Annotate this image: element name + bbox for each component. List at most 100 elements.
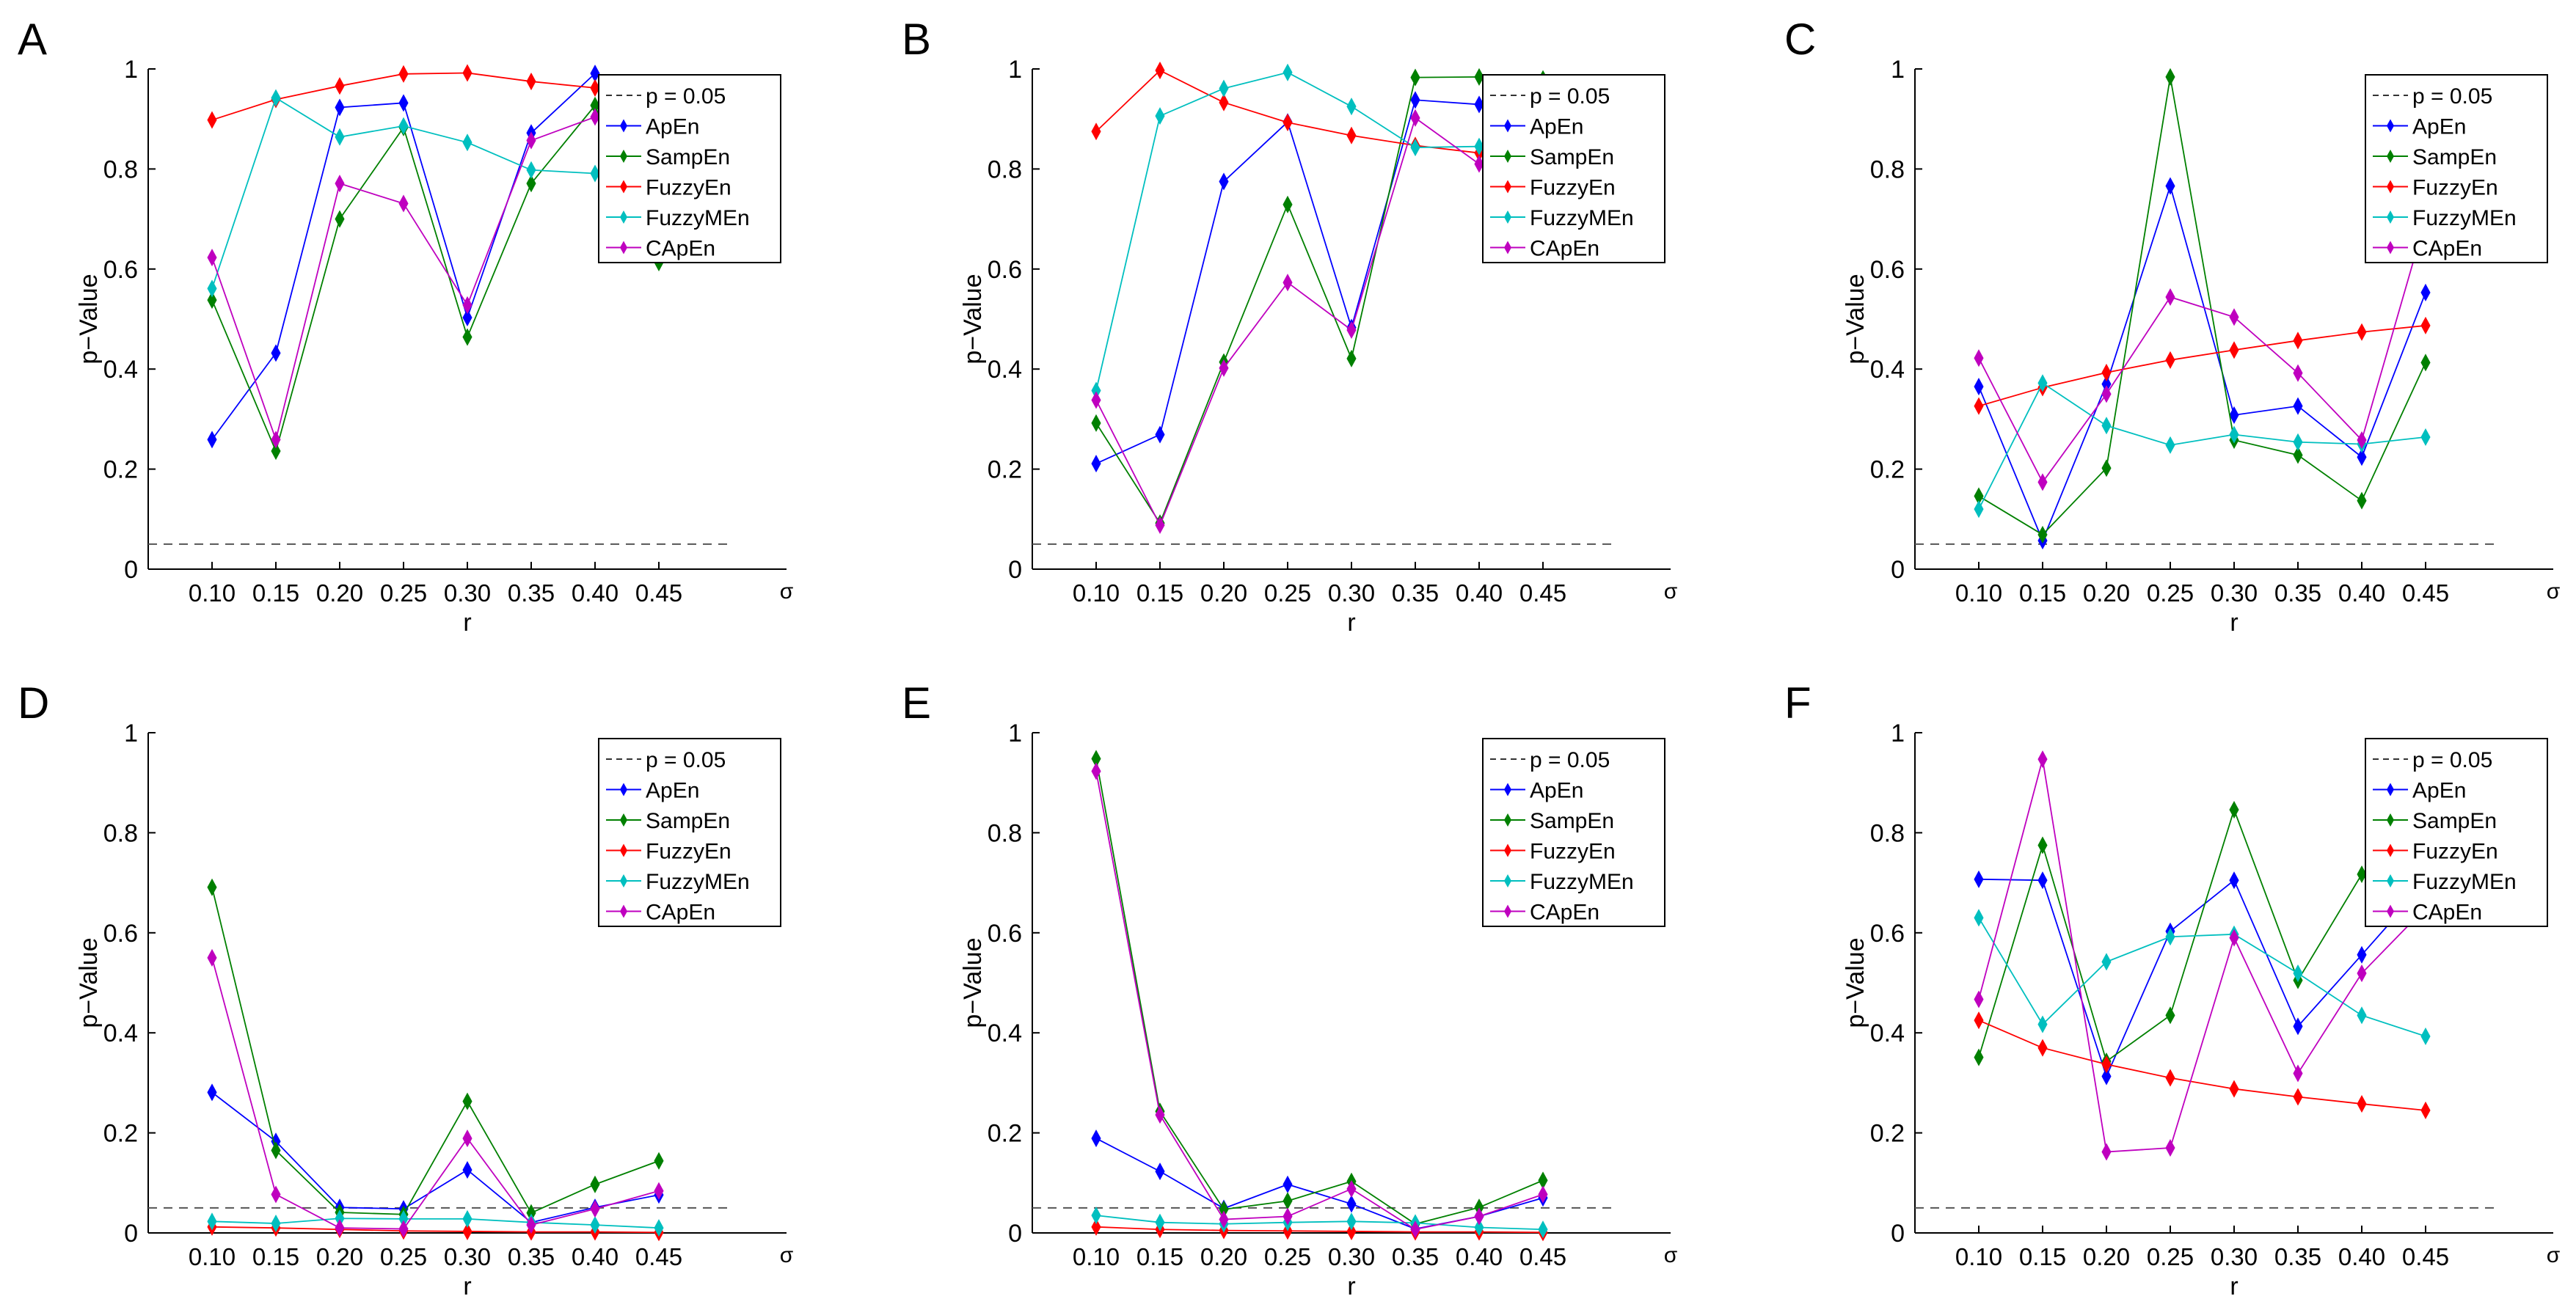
- data-point-marker: [335, 175, 345, 193]
- data-point-marker: [2293, 1017, 2303, 1036]
- x-tick-label: 0.15: [252, 579, 299, 607]
- x-tick-label: 0.15: [1136, 1243, 1183, 1270]
- data-point-marker: [1282, 1175, 1293, 1193]
- legend-threshold-label: p = 0.05: [1530, 748, 1610, 772]
- legend-swatch-marker: [2387, 210, 2394, 224]
- data-point-marker: [207, 279, 217, 298]
- data-point-marker: [2293, 964, 2303, 983]
- x-tick-label: 0.45: [2402, 579, 2449, 607]
- data-point-marker: [335, 128, 345, 146]
- data-point-marker: [1091, 414, 1101, 432]
- x-axis-title: r: [1347, 1273, 1355, 1300]
- x-tick-label: 0.15: [2019, 579, 2066, 607]
- data-point-marker: [2357, 964, 2367, 983]
- series-line: [1095, 1215, 1544, 1231]
- data-point-marker: [2293, 364, 2303, 382]
- legend-label: FuzzyEn: [646, 840, 731, 864]
- legend-label: CApEn: [2412, 901, 2482, 925]
- data-point-marker: [1282, 1207, 1293, 1226]
- series-line: [211, 887, 660, 1215]
- series-line: [1095, 117, 1544, 527]
- legend-label: CApEn: [1530, 237, 1599, 261]
- series-line: [1978, 76, 2426, 536]
- data-point-marker: [1538, 1220, 1548, 1239]
- x-tick-label: 0.25: [380, 579, 427, 607]
- legend-swatch-marker: [1504, 813, 1511, 827]
- legend-swatch-marker: [1504, 843, 1511, 857]
- data-point-marker: [462, 1092, 472, 1110]
- data-point-marker: [590, 1175, 600, 1193]
- sigma-label: σ: [1664, 579, 1678, 604]
- data-point-marker: [1346, 98, 1357, 116]
- x-tick-label: 0.20: [2083, 1243, 2130, 1270]
- data-point-marker: [1974, 1011, 1984, 1030]
- x-tick-label: 0.10: [189, 579, 236, 607]
- legend-label: FuzzyEn: [1530, 840, 1616, 864]
- series-line: [211, 957, 660, 1230]
- x-axis-title: r: [1347, 609, 1355, 637]
- data-point-marker: [2165, 436, 2175, 454]
- y-tick-label: 0.6: [103, 920, 138, 948]
- x-tick-label: 0.30: [1328, 1243, 1375, 1270]
- series-line: [1978, 808, 2426, 1063]
- data-point-marker: [271, 1185, 281, 1204]
- data-point-marker: [526, 175, 536, 193]
- legend-swatch-marker: [2387, 241, 2394, 255]
- legend-swatch-marker: [620, 210, 627, 224]
- series-sampen: [1974, 67, 2431, 543]
- legend-threshold-label: p = 0.05: [646, 84, 726, 109]
- data-point-marker: [1974, 500, 1984, 519]
- data-point-marker: [1091, 1218, 1101, 1236]
- data-point-marker: [2165, 177, 2175, 195]
- y-tick-label: 0.2: [103, 456, 138, 484]
- legend-threshold-label: p = 0.05: [646, 748, 726, 772]
- data-point-marker: [1974, 349, 1984, 367]
- legend: p = 0.05 ApEn SampEn FuzzyEn FuzzyMEn CApEn: [2365, 74, 2548, 263]
- data-point-marker: [2037, 1039, 2048, 1057]
- data-point-marker: [1155, 1106, 1165, 1124]
- series-capen: [207, 948, 664, 1238]
- data-point-marker: [2229, 871, 2239, 890]
- data-point-marker: [526, 131, 536, 150]
- legend-swatch-marker: [2387, 843, 2394, 857]
- x-tick-label: 0.10: [1955, 1243, 2002, 1270]
- legend-swatch-marker: [1504, 783, 1511, 797]
- legend: p = 0.05 ApEn SampEn FuzzyEn FuzzyMEn CApEn: [1482, 74, 1665, 263]
- legend-label: CApEn: [646, 237, 715, 261]
- y-tick-label: 0.8: [1870, 819, 1905, 847]
- y-tick-label: 1: [1008, 56, 1022, 84]
- series-line: [1095, 76, 1544, 525]
- series-line: [211, 1218, 660, 1229]
- y-tick-label: 0.2: [103, 1120, 138, 1148]
- sigma-label: σ: [780, 1243, 794, 1267]
- y-tick-label: 0: [1008, 1220, 1022, 1248]
- y-tick-label: 1: [1891, 720, 1905, 747]
- y-axis-title: p−Value: [75, 274, 103, 364]
- x-tick-label: 0.40: [1456, 1243, 1503, 1270]
- legend-label: SampEn: [2412, 809, 2497, 833]
- data-point-marker: [1410, 91, 1420, 109]
- data-point-marker: [271, 1141, 281, 1160]
- y-axis-title: p−Value: [959, 937, 987, 1028]
- legend-box: [1482, 738, 1665, 927]
- y-tick-label: 0.8: [1870, 155, 1905, 183]
- data-point-marker: [398, 94, 409, 112]
- legend-swatch-marker: [2387, 874, 2394, 887]
- y-tick-label: 1: [124, 720, 138, 747]
- legend-swatch-marker: [1504, 904, 1511, 918]
- data-point-marker: [654, 1182, 664, 1200]
- y-axis-title: p−Value: [1842, 274, 1869, 364]
- panel-b: B 0 0.2 0.4 0.6 0.8 1 0.10 0.15 0.20 0.25 0.30 0.35 0…: [902, 15, 1678, 637]
- series-capen: [1091, 762, 1548, 1239]
- data-point-marker: [2101, 1055, 2112, 1074]
- data-point-marker: [1282, 274, 1293, 292]
- series-line: [211, 97, 660, 289]
- legend-swatch-marker: [620, 874, 627, 887]
- legend-label: ApEn: [1530, 779, 1583, 803]
- y-tick-label: 0.4: [988, 1019, 1022, 1047]
- legend-label: SampEn: [646, 145, 730, 169]
- x-tick-label: 0.40: [572, 579, 619, 607]
- data-point-marker: [1346, 126, 1357, 144]
- legend-label: FuzzyMEn: [1530, 870, 1634, 894]
- data-point-marker: [462, 1161, 472, 1179]
